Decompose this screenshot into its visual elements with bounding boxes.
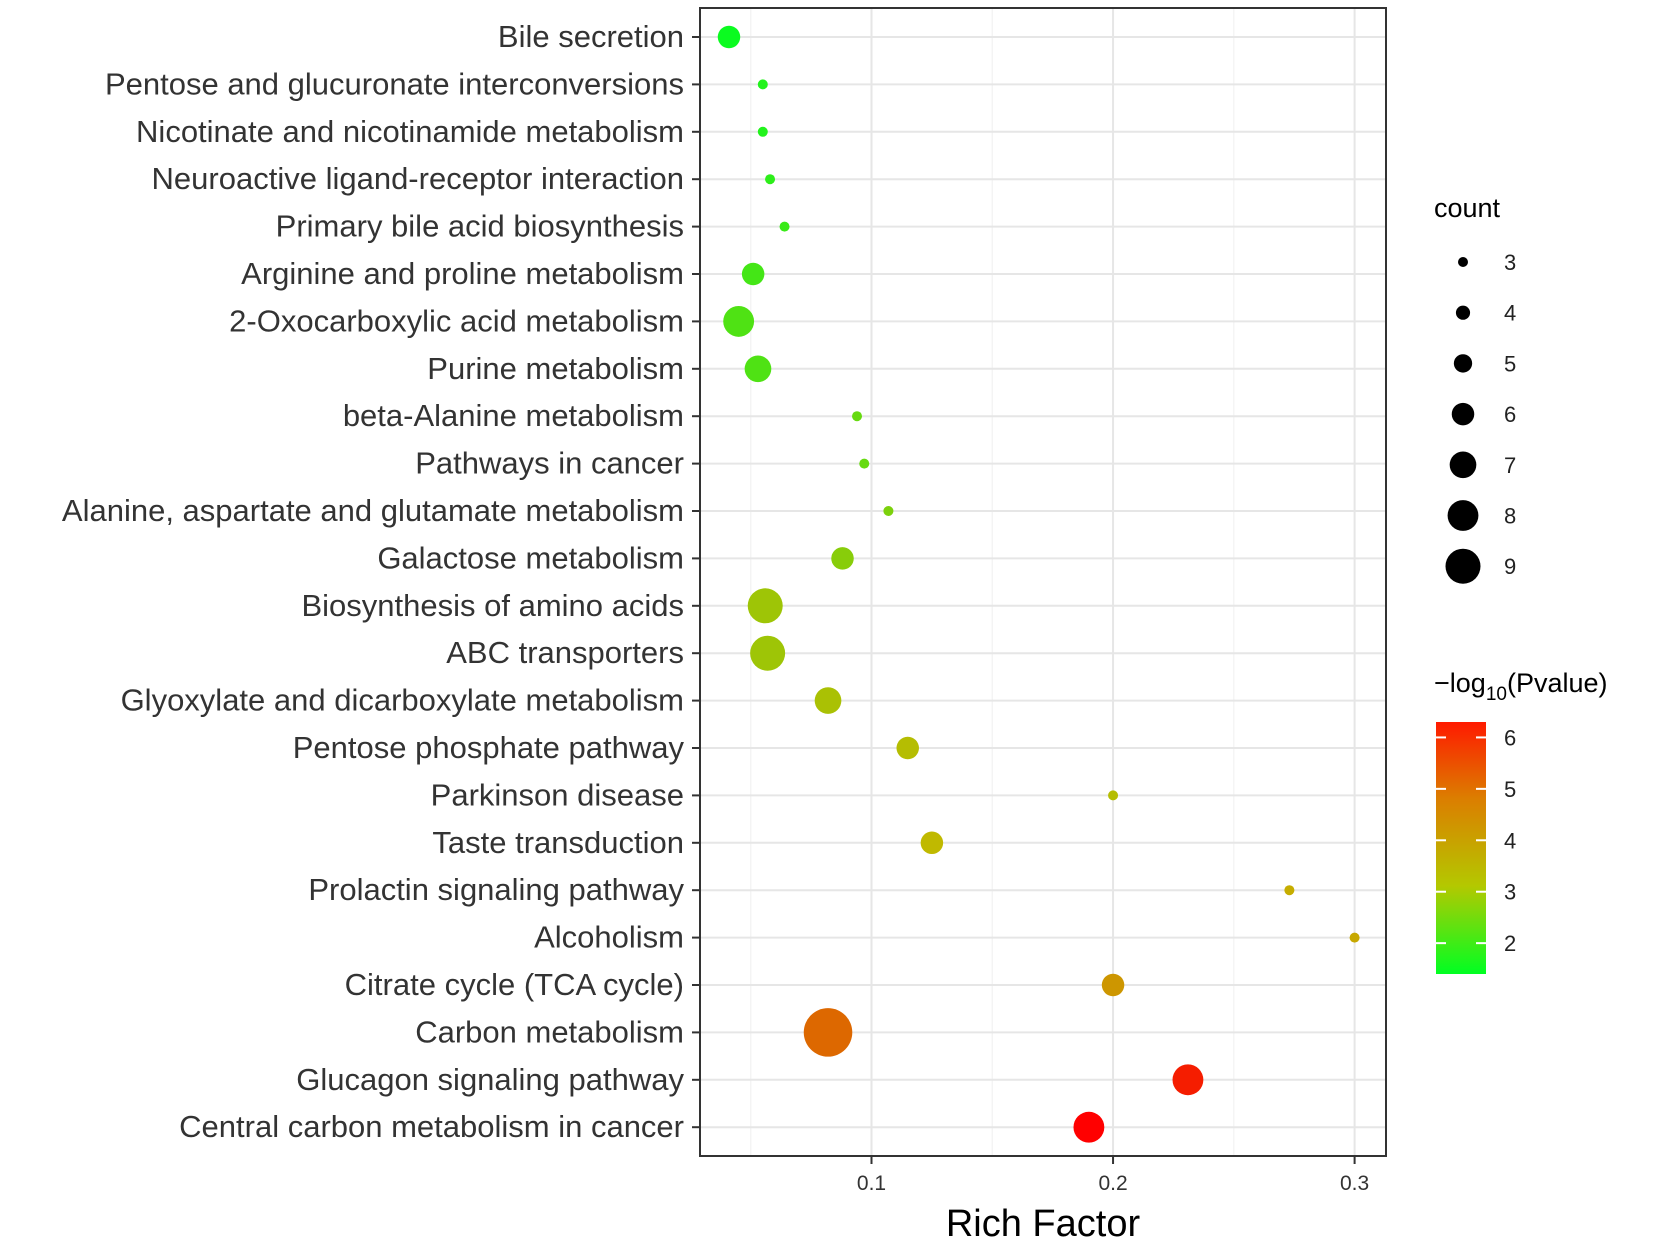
pvalue-legend-title-main: −log xyxy=(1434,668,1486,698)
y-tick-label: ABC transporters xyxy=(446,635,684,670)
y-tick-label: Primary bile acid biosynthesis xyxy=(276,209,684,244)
y-tick-label: Carbon metabolism xyxy=(415,1014,684,1049)
pvalue-legend-title-tail: (Pvalue) xyxy=(1507,668,1608,698)
y-tick-label: Purine metabolism xyxy=(427,351,684,386)
data-point xyxy=(1073,1111,1105,1143)
data-point xyxy=(757,79,768,90)
x-axis-title: Rich Factor xyxy=(946,1203,1141,1243)
count-legend-title: count xyxy=(1434,193,1501,223)
x-tick-label: 0.2 xyxy=(1098,1172,1127,1195)
y-tick-label: Biosynthesis of amino acids xyxy=(301,588,684,623)
y-tick-label: Central carbon metabolism in cancer xyxy=(179,1109,684,1144)
count-legend-label: 8 xyxy=(1504,504,1516,529)
pvalue-legend-label: 4 xyxy=(1504,828,1516,853)
data-point xyxy=(1101,973,1125,997)
y-tick-label: Pentose and glucuronate interconversions xyxy=(105,66,684,101)
data-point xyxy=(1349,932,1360,943)
data-point xyxy=(1284,885,1295,896)
data-point xyxy=(765,174,776,185)
count-legend-label: 6 xyxy=(1504,402,1516,427)
data-point xyxy=(831,547,854,570)
y-tick-label: Alanine, aspartate and glutamate metabol… xyxy=(62,493,684,528)
data-point xyxy=(814,687,842,714)
panel-background xyxy=(700,8,1386,1156)
pvalue-legend-title-sub: 10 xyxy=(1486,684,1507,705)
y-tick-label: Glucagon signaling pathway xyxy=(296,1062,684,1097)
count-legend-label: 9 xyxy=(1504,554,1516,579)
y-tick-label: Arginine and proline metabolism xyxy=(241,256,684,291)
y-tick-label: Alcoholism xyxy=(534,920,684,955)
data-point xyxy=(747,588,783,624)
pvalue-colorbar xyxy=(1436,722,1486,974)
y-tick-label: Parkinson disease xyxy=(431,777,684,812)
pvalue-legend-label: 6 xyxy=(1504,725,1516,750)
data-point xyxy=(859,458,870,469)
count-legend-key xyxy=(1451,402,1475,426)
count-legend-key xyxy=(1449,451,1477,479)
count-legend-key xyxy=(1458,257,1468,267)
y-tick-label: Bile secretion xyxy=(498,19,684,54)
count-legend-label: 4 xyxy=(1504,301,1516,326)
grid-lines xyxy=(700,8,1386,1156)
count-legend-key xyxy=(1455,305,1471,320)
pvalue-legend: −log10(Pvalue) 6 5 4 3 2 xyxy=(1434,668,1608,974)
y-tick-label: beta-Alanine metabolism xyxy=(343,398,684,433)
y-tick-label: Prolactin signaling pathway xyxy=(308,872,684,907)
data-point xyxy=(757,126,768,137)
count-legend: count 3 4 5 6 7 8 9 xyxy=(1434,193,1516,584)
count-legend-key xyxy=(1453,354,1473,373)
data-point xyxy=(883,506,894,516)
data-point xyxy=(750,635,786,671)
y-tick-label: Citrate cycle (TCA cycle) xyxy=(345,967,684,1002)
count-legend-key xyxy=(1447,500,1479,531)
panel-border xyxy=(699,7,1387,1157)
pvalue-legend-label: 5 xyxy=(1504,777,1516,802)
count-legend-key xyxy=(1445,548,1481,584)
data-point xyxy=(717,25,741,49)
data-point xyxy=(1172,1064,1204,1096)
data-point xyxy=(920,831,944,855)
pvalue-legend-label: 2 xyxy=(1504,931,1516,956)
data-point xyxy=(803,1008,853,1057)
pvalue-legend-label: 3 xyxy=(1504,880,1516,905)
y-axis: Bile secretion Pentose and glucuronate in… xyxy=(62,19,700,1144)
y-tick-label: Galactose metabolism xyxy=(377,540,684,575)
y-tick-label: Glyoxylate and dicarboxylate metabolism xyxy=(121,683,684,718)
pvalue-legend-title: −log10(Pvalue) xyxy=(1434,668,1608,705)
y-tick-label: 2-Oxocarboxylic acid metabolism xyxy=(229,303,684,338)
x-tick-label: 0.3 xyxy=(1340,1172,1369,1195)
data-point xyxy=(723,305,755,337)
y-tick-label: Nicotinate and nicotinamide metabolism xyxy=(136,114,684,149)
data-points xyxy=(717,25,1360,1143)
x-tick-label: 0.1 xyxy=(857,1172,886,1195)
data-point xyxy=(896,736,919,760)
data-point xyxy=(779,221,790,232)
data-point xyxy=(852,411,863,422)
data-point xyxy=(1108,790,1119,801)
y-tick-label: Taste transduction xyxy=(432,825,684,860)
y-tick-label: Pentose phosphate pathway xyxy=(293,730,685,765)
count-legend-label: 5 xyxy=(1504,351,1516,376)
y-tick-label: Neuroactive ligand-receptor interaction xyxy=(152,161,684,196)
data-point xyxy=(744,355,772,383)
count-legend-label: 7 xyxy=(1504,453,1516,478)
y-tick-label: Pathways in cancer xyxy=(415,446,684,481)
count-legend-label: 3 xyxy=(1504,250,1516,275)
x-axis: 0.1 0.2 0.3 xyxy=(857,1156,1369,1195)
data-point xyxy=(741,262,765,286)
